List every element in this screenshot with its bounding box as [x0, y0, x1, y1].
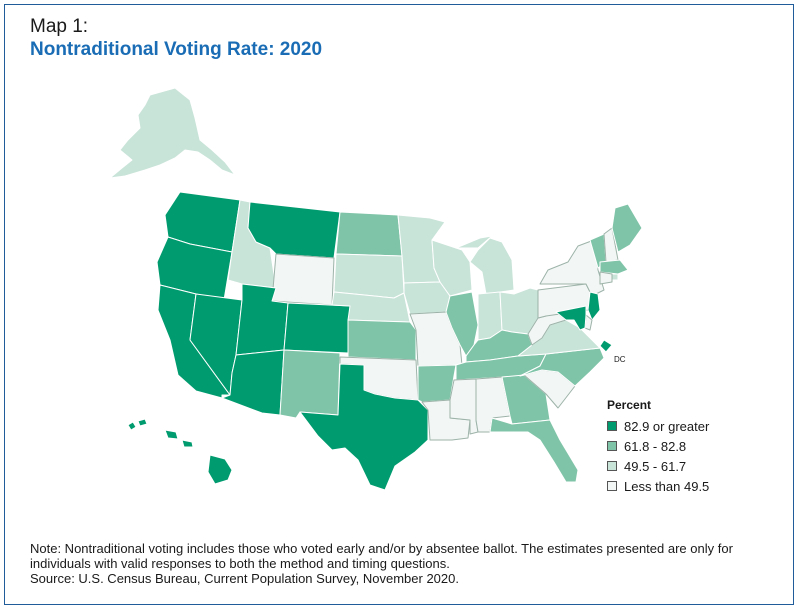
dc-label: DC: [614, 355, 626, 364]
state-WY: [271, 253, 335, 306]
state-ME: [611, 203, 643, 253]
legend-label: 49.5 - 61.7: [624, 458, 687, 474]
state-MD: [555, 305, 587, 331]
state-WI: [431, 239, 473, 297]
legend-item-very-high: 82.9 or greater: [607, 416, 709, 436]
state-SD: [333, 253, 405, 299]
state-NC: [519, 347, 605, 387]
source-text: Source: U.S. Census Bureau, Current Popu…: [30, 571, 459, 586]
state-AK: [109, 87, 236, 179]
state-ND: [335, 211, 403, 257]
legend-swatch: [607, 441, 617, 451]
map-heading: Map 1: Nontraditional Voting Rate: 2020: [30, 16, 322, 62]
state-FL: [489, 417, 579, 483]
state-KS: [347, 319, 417, 361]
state-RI: [611, 273, 619, 281]
legend-item-high: 61.8 - 82.8: [607, 436, 709, 456]
state-CO: [283, 302, 351, 354]
state-HI: [127, 418, 233, 485]
state-MA: [599, 259, 629, 275]
state-NJ: [587, 291, 601, 321]
legend-item-medium: 49.5 - 61.7: [607, 456, 709, 476]
state-DC: [599, 339, 613, 353]
map-title: Nontraditional Voting Rate: 2020: [30, 39, 323, 60]
legend-label: 61.8 - 82.8: [624, 438, 687, 454]
legend-item-low: Less than 49.5: [607, 476, 709, 496]
state-NM: [279, 349, 341, 419]
map-notes: Note: Nontraditional voting includes tho…: [30, 541, 770, 586]
note-text: Note: Nontraditional voting includes tho…: [30, 541, 733, 571]
state-TX: [299, 363, 429, 491]
map-label: Map 1:: [30, 16, 89, 37]
state-MI: [455, 235, 515, 295]
map-legend: Percent 82.9 or greater 61.8 - 82.8 49.5…: [607, 398, 709, 496]
legend-label: 82.9 or greater: [624, 418, 710, 434]
legend-swatch: [607, 461, 617, 471]
legend-swatch: [607, 421, 617, 431]
legend-label: Less than 49.5: [624, 478, 710, 494]
legend-title: Percent: [607, 398, 652, 412]
state-CT: [599, 271, 613, 285]
legend-swatch: [607, 481, 617, 491]
